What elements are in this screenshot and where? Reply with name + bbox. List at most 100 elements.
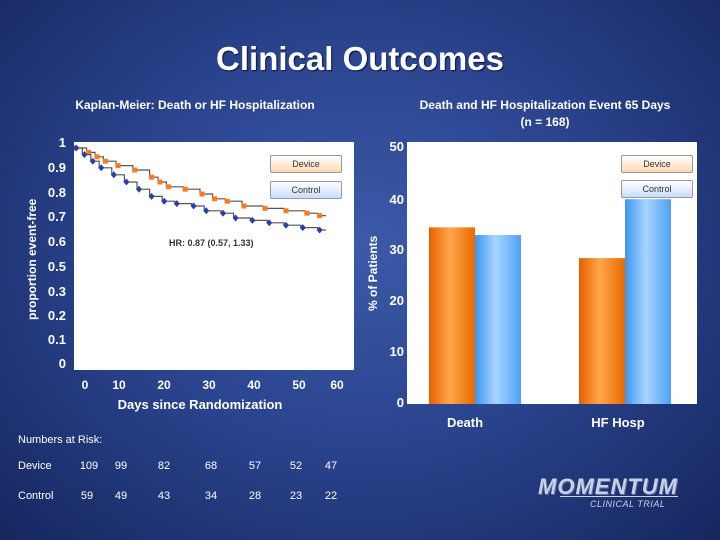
km-point-device: [149, 174, 155, 180]
km-point-control: [148, 192, 155, 200]
km-point-device: [224, 198, 230, 204]
km-point-device: [157, 179, 163, 185]
km-point-device: [199, 191, 205, 197]
bar-y-tick: 20: [389, 293, 404, 308]
momentum-logo: MOMENTUM: [538, 474, 678, 500]
km-x-tick: 0: [81, 378, 89, 392]
km-plot-area: HR: 0.87 (0.57, 1.33) Device Control: [74, 142, 354, 370]
km-point-device: [102, 158, 108, 164]
risk-control-value: 28: [248, 490, 262, 502]
km-point-device: [115, 163, 121, 169]
bar-y-tick: 0: [396, 395, 404, 410]
km-point-control: [249, 216, 256, 224]
km-legend-control: Control: [270, 181, 342, 199]
km-point-control: [123, 178, 130, 186]
km-legend-device: Device: [270, 155, 342, 173]
page-title: Clinical Outcomes: [216, 40, 504, 77]
km-point-device: [283, 208, 289, 214]
km-point-control: [316, 226, 323, 234]
bar-chart-title: Death and HF Hospitalization Event 65 Da…: [385, 97, 705, 131]
bar-death-device: [429, 227, 475, 404]
km-point-device: [165, 184, 171, 190]
risk-control-value: 59: [80, 490, 94, 502]
risk-control-value: 49: [114, 490, 128, 502]
risk-device-value: 57: [248, 460, 262, 472]
km-y-tick: 0.3: [47, 284, 66, 299]
km-x-tick: 60: [330, 378, 344, 392]
bar-death-control: [475, 235, 521, 404]
km-point-control: [220, 209, 226, 217]
km-y-tick: 0.9: [47, 160, 66, 175]
km-point-control: [161, 197, 168, 205]
km-y-tick: 0: [58, 356, 66, 371]
km-point-control: [136, 185, 142, 193]
km-x-axis-label: Days since Randomization: [117, 397, 283, 412]
bar-plot-area: Device Control: [407, 142, 697, 404]
logo-divider: [560, 496, 678, 497]
risk-device-value: 99: [114, 460, 128, 472]
km-y-tick: 0.5: [47, 259, 66, 274]
km-x-tick: 50: [292, 378, 306, 392]
bar-legend-control: Control: [621, 180, 693, 198]
km-point-device: [304, 210, 310, 216]
km-point-device: [212, 196, 218, 202]
logo-subtitle: CLINICAL TRIAL: [590, 499, 666, 509]
km-point-control: [98, 164, 105, 172]
km-y-tick: 1: [58, 135, 66, 150]
logo-name: MOMENTUM: [538, 474, 678, 499]
km-y-tick: 0.6: [47, 234, 66, 249]
km-point-device: [262, 205, 268, 211]
bar-y-tick: 10: [389, 344, 404, 359]
risk-control-value: 23: [289, 490, 303, 502]
bar-chart-title-line: Death and HF Hospitalization Event 65 Da…: [419, 98, 671, 112]
km-x-tick: 40: [247, 378, 261, 392]
km-point-device: [182, 186, 188, 192]
km-hr-annotation: HR: 0.87 (0.57, 1.33): [169, 238, 254, 248]
risk-device-value: 47: [324, 460, 338, 472]
km-point-control: [266, 219, 273, 227]
km-point-device: [94, 154, 100, 160]
risk-device-value: 52: [289, 460, 303, 472]
bar-y-tick: 40: [389, 192, 404, 207]
risk-row-label-device: Device: [18, 460, 52, 472]
risk-device-value: 82: [157, 460, 171, 472]
risk-row-label-control: Control: [18, 490, 54, 502]
km-point-device: [241, 203, 247, 209]
km-point-control: [74, 144, 79, 152]
km-point-control: [190, 202, 197, 210]
bar-chart-subtitle: (n = 168): [520, 115, 570, 129]
km-point-control: [299, 224, 306, 232]
km-point-control: [232, 214, 239, 222]
km-y-tick: 0.1: [47, 332, 66, 347]
km-point-control: [203, 207, 210, 215]
bar-y-tick: 30: [389, 242, 404, 257]
km-point-control: [283, 221, 289, 229]
bar-hf-hosp-device: [579, 258, 625, 404]
km-x-tick: 30: [202, 378, 216, 392]
km-x-tick: 20: [157, 378, 171, 392]
bar-hf-hosp-control: [625, 199, 671, 404]
bar-marks: [429, 199, 671, 404]
risk-device-value: 109: [79, 460, 99, 472]
risk-device-value: 68: [204, 460, 218, 472]
km-point-control: [89, 157, 96, 165]
bar-category-label: Death: [446, 415, 484, 430]
numbers-at-risk-heading: Numbers at Risk:: [18, 434, 103, 446]
km-y-tick: 0.7: [47, 209, 66, 224]
bar-category-label: HF Hosp: [591, 415, 645, 430]
km-y-tick: 0.2: [47, 308, 66, 323]
risk-control-value: 22: [324, 490, 338, 502]
bar-legend-device: Device: [621, 155, 693, 173]
km-chart-title: Kaplan-Meier: Death or HF Hospitalizatio…: [75, 98, 315, 112]
km-y-tick: 0.8: [47, 185, 66, 200]
km-point-device: [86, 149, 92, 155]
km-point-device: [132, 167, 138, 173]
km-point-control: [110, 171, 117, 179]
km-point-device: [317, 213, 323, 219]
risk-control-value: 43: [157, 490, 171, 502]
risk-control-value: 34: [204, 490, 218, 502]
km-point-control: [81, 151, 88, 159]
km-x-tick: 10: [112, 378, 126, 392]
km-curves: HR: 0.87 (0.57, 1.33): [74, 144, 326, 248]
bar-y-tick: 50: [389, 139, 404, 154]
